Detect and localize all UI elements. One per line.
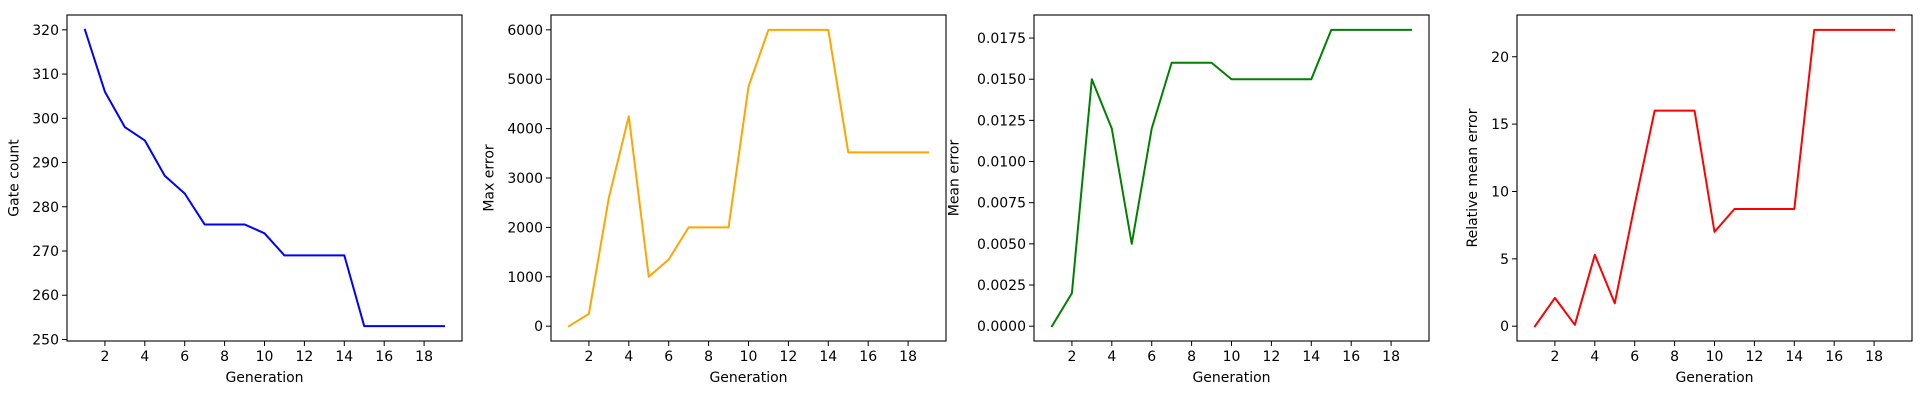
- series-line-max-error-0: [567, 28, 930, 328]
- y-tick-label: 10: [1491, 184, 1509, 200]
- x-tick-label: 8: [1187, 349, 1196, 365]
- x-tick-label: 4: [1107, 349, 1116, 365]
- x-axis-label: Generation: [709, 370, 787, 386]
- x-tick-label: 6: [664, 349, 673, 365]
- x-tick-label: 18: [1865, 349, 1883, 365]
- x-tick-label: 2: [1550, 349, 1559, 365]
- y-tick-label: 0.0050: [977, 237, 1026, 253]
- chart-relative-mean-error: 2 4 6 8 10 12 14 16 18 0 5 10 15 20 Generation Relative…: [1465, 14, 1913, 386]
- y-tick-label: 300: [32, 111, 59, 127]
- x-tick-label: 12: [295, 349, 313, 365]
- y-tick-label: 1000: [507, 270, 543, 286]
- x-tick-label: 8: [704, 349, 713, 365]
- y-tick-label: 0.0150: [977, 72, 1026, 88]
- y-tick-label: 15: [1491, 117, 1509, 133]
- x-tick-label: 16: [375, 349, 393, 365]
- x-tick-label: 10: [256, 349, 274, 365]
- x-tick-label: 16: [1825, 349, 1843, 365]
- y-tick-label: 0.0175: [977, 31, 1026, 47]
- y-tick-label: 290: [32, 156, 59, 172]
- y-tick-label: 0.0075: [977, 196, 1026, 212]
- y-tick-label: 320: [32, 23, 59, 39]
- y-tick-label: 0.0000: [977, 319, 1026, 335]
- y-axis-label: Gate count: [6, 139, 22, 217]
- series-line-relative-mean-error-0: [1533, 28, 1896, 328]
- series-line-mean-error-0: [1050, 28, 1413, 328]
- x-axis-label: Generation: [1192, 370, 1270, 386]
- x-axis-label: Generation: [1675, 370, 1753, 386]
- y-tick-label: 0: [1500, 319, 1509, 335]
- x-tick-label: 6: [1630, 349, 1639, 365]
- x-tick-label: 10: [740, 349, 758, 365]
- y-axis-label: Mean error: [947, 140, 963, 217]
- x-tick-label: 16: [859, 349, 877, 365]
- x-tick-label: 4: [624, 349, 633, 365]
- x-tick-label: 10: [1706, 349, 1724, 365]
- x-tick-label: 2: [100, 349, 109, 365]
- x-tick-label: 2: [584, 349, 593, 365]
- y-axis-label: Relative mean error: [1465, 108, 1481, 247]
- y-tick-label: 0.0025: [977, 278, 1026, 294]
- x-tick-label: 6: [1147, 349, 1156, 365]
- y-tick-label: 0: [534, 319, 543, 335]
- y-tick-label: 0.0100: [977, 155, 1026, 171]
- x-tick-label: 4: [140, 349, 149, 365]
- x-tick-label: 6: [180, 349, 189, 365]
- y-tick-label: 0.0125: [977, 113, 1026, 129]
- y-tick-label: 5000: [507, 72, 543, 88]
- series-line-gate-count-0: [83, 28, 446, 328]
- x-tick-label: 2: [1067, 349, 1076, 365]
- x-tick-label: 14: [335, 349, 353, 365]
- y-tick-label: 250: [32, 332, 59, 348]
- x-tick-label: 14: [1785, 349, 1803, 365]
- chart-gate-count: 2 4 6 8 10 12 14 16 18 250 260 270 280 290 300 310 320 Ge…: [6, 14, 463, 386]
- y-axis-label: Max error: [481, 144, 497, 212]
- x-tick-label: 16: [1342, 349, 1360, 365]
- y-tick-label: 280: [32, 200, 59, 216]
- y-tick-label: 3000: [507, 171, 543, 187]
- x-tick-label: 12: [779, 349, 797, 365]
- x-tick-label: 12: [1262, 349, 1280, 365]
- y-tick-label: 260: [32, 288, 59, 304]
- x-tick-label: 8: [220, 349, 229, 365]
- y-tick-label: 20: [1491, 50, 1509, 66]
- x-tick-label: 10: [1223, 349, 1241, 365]
- y-tick-label: 270: [32, 244, 59, 260]
- x-axis-label: Generation: [225, 370, 303, 386]
- x-tick-label: 8: [1670, 349, 1679, 365]
- x-tick-label: 18: [1382, 349, 1400, 365]
- y-tick-label: 4000: [507, 122, 543, 138]
- x-tick-label: 18: [415, 349, 433, 365]
- x-tick-label: 14: [819, 349, 837, 365]
- y-tick-label: 310: [32, 67, 59, 83]
- x-tick-label: 18: [899, 349, 917, 365]
- y-tick-label: 2000: [507, 220, 543, 236]
- y-tick-label: 6000: [507, 23, 543, 39]
- chart-max-error: 2 4 6 8 10 12 14 16 18 0 1000 2000 3000 4000 5000 6000 G…: [481, 14, 947, 386]
- x-tick-label: 12: [1745, 349, 1763, 365]
- x-tick-label: 14: [1302, 349, 1320, 365]
- x-tick-label: 4: [1590, 349, 1599, 365]
- chart-mean-error: 2 4 6 8 10 12 14 16 18 0.0000 0.0025 0.0050 0.0075 0.…: [947, 14, 1430, 386]
- y-tick-label: 5: [1500, 252, 1509, 268]
